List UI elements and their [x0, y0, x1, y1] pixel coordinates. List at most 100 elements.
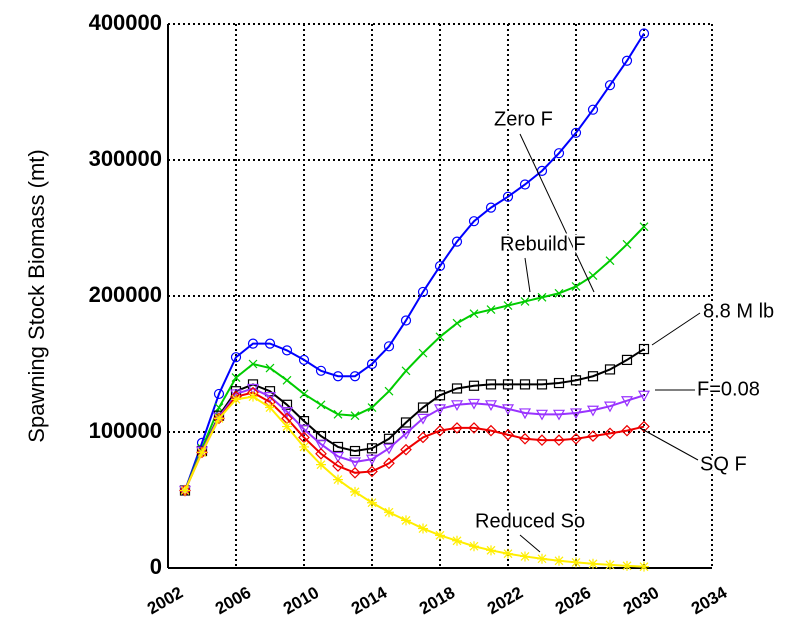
marker: [365, 454, 379, 466]
marker: [621, 55, 633, 66]
x-tick-label: 2010: [280, 583, 322, 618]
x-tick-label: 2030: [620, 583, 662, 618]
marker: [366, 465, 378, 478]
marker: [298, 354, 310, 366]
marker: [587, 371, 599, 382]
marker: [451, 422, 463, 434]
marker: [502, 191, 514, 202]
marker: [639, 222, 649, 232]
y-tick-label: 400000: [89, 10, 162, 35]
marker: [485, 379, 497, 390]
x-tick-label: 2026: [552, 583, 594, 618]
marker: [603, 401, 617, 413]
marker: [537, 292, 547, 302]
marker: [502, 428, 514, 441]
x-tick-label: 2014: [348, 583, 391, 619]
marker: [435, 530, 445, 541]
marker: [180, 485, 190, 496]
marker: [553, 434, 565, 447]
marker: [332, 441, 344, 453]
marker: [588, 271, 598, 281]
marker: [282, 421, 292, 432]
marker: [332, 460, 344, 472]
marker: [450, 400, 464, 412]
marker: [332, 371, 344, 382]
marker: [536, 434, 548, 447]
marker: [571, 282, 581, 291]
marker: [519, 432, 531, 445]
marker: [586, 405, 600, 417]
marker: [263, 392, 277, 403]
marker: [382, 443, 396, 455]
marker: [331, 451, 345, 463]
x-tick-label: 2006: [212, 583, 254, 618]
marker: [468, 380, 480, 391]
marker: [553, 148, 565, 159]
marker: [264, 338, 276, 349]
marker: [468, 216, 480, 227]
marker: [638, 420, 650, 433]
marker: [569, 408, 583, 420]
marker: [366, 443, 378, 454]
marker: [400, 443, 412, 456]
marker: [314, 439, 328, 451]
marker: [638, 343, 650, 355]
marker: [554, 555, 564, 566]
x-tick-label: 2022: [484, 583, 526, 618]
series-line: [184, 391, 645, 491]
marker: [333, 474, 343, 485]
marker: [383, 457, 395, 470]
series-label: Zero F: [494, 108, 553, 130]
marker: [280, 407, 294, 418]
marker: [416, 413, 430, 425]
marker: [486, 305, 496, 315]
series-label: Reduced So: [475, 510, 585, 532]
marker: [383, 433, 395, 444]
marker: [299, 441, 309, 452]
marker: [502, 379, 514, 390]
marker: [399, 428, 413, 440]
marker: [536, 379, 548, 390]
marker: [503, 548, 513, 559]
marker: [246, 383, 260, 395]
marker: [367, 403, 377, 412]
marker: [349, 371, 361, 382]
y-tick-label: 200000: [89, 282, 162, 307]
marker: [452, 318, 462, 328]
marker: [604, 427, 616, 440]
marker: [571, 557, 581, 568]
x-tick-label: 2002: [144, 583, 186, 618]
marker: [520, 551, 530, 562]
marker: [417, 431, 429, 444]
marker: [400, 315, 412, 326]
marker: [604, 364, 616, 375]
marker: [316, 400, 326, 410]
marker: [467, 398, 481, 410]
marker: [587, 430, 599, 442]
marker: [214, 413, 224, 424]
marker: [418, 523, 428, 534]
marker: [434, 424, 446, 437]
series-line: [184, 348, 645, 491]
marker: [316, 459, 326, 470]
callout-line: [519, 133, 595, 293]
marker: [605, 559, 615, 570]
marker: [485, 424, 497, 437]
marker: [400, 417, 412, 428]
marker: [384, 386, 394, 396]
marker: [519, 379, 531, 390]
marker: [518, 408, 532, 420]
marker: [484, 400, 498, 412]
marker: [350, 411, 360, 421]
marker: [638, 28, 650, 39]
marker: [553, 377, 565, 389]
marker: [604, 80, 616, 91]
y-tick-label: 0: [150, 554, 162, 579]
marker: [349, 466, 361, 479]
marker: [333, 409, 343, 419]
marker: [367, 497, 377, 508]
marker: [299, 389, 309, 399]
marker: [417, 286, 429, 298]
marker: [315, 447, 327, 460]
x-tick-label: 2018: [416, 583, 458, 618]
